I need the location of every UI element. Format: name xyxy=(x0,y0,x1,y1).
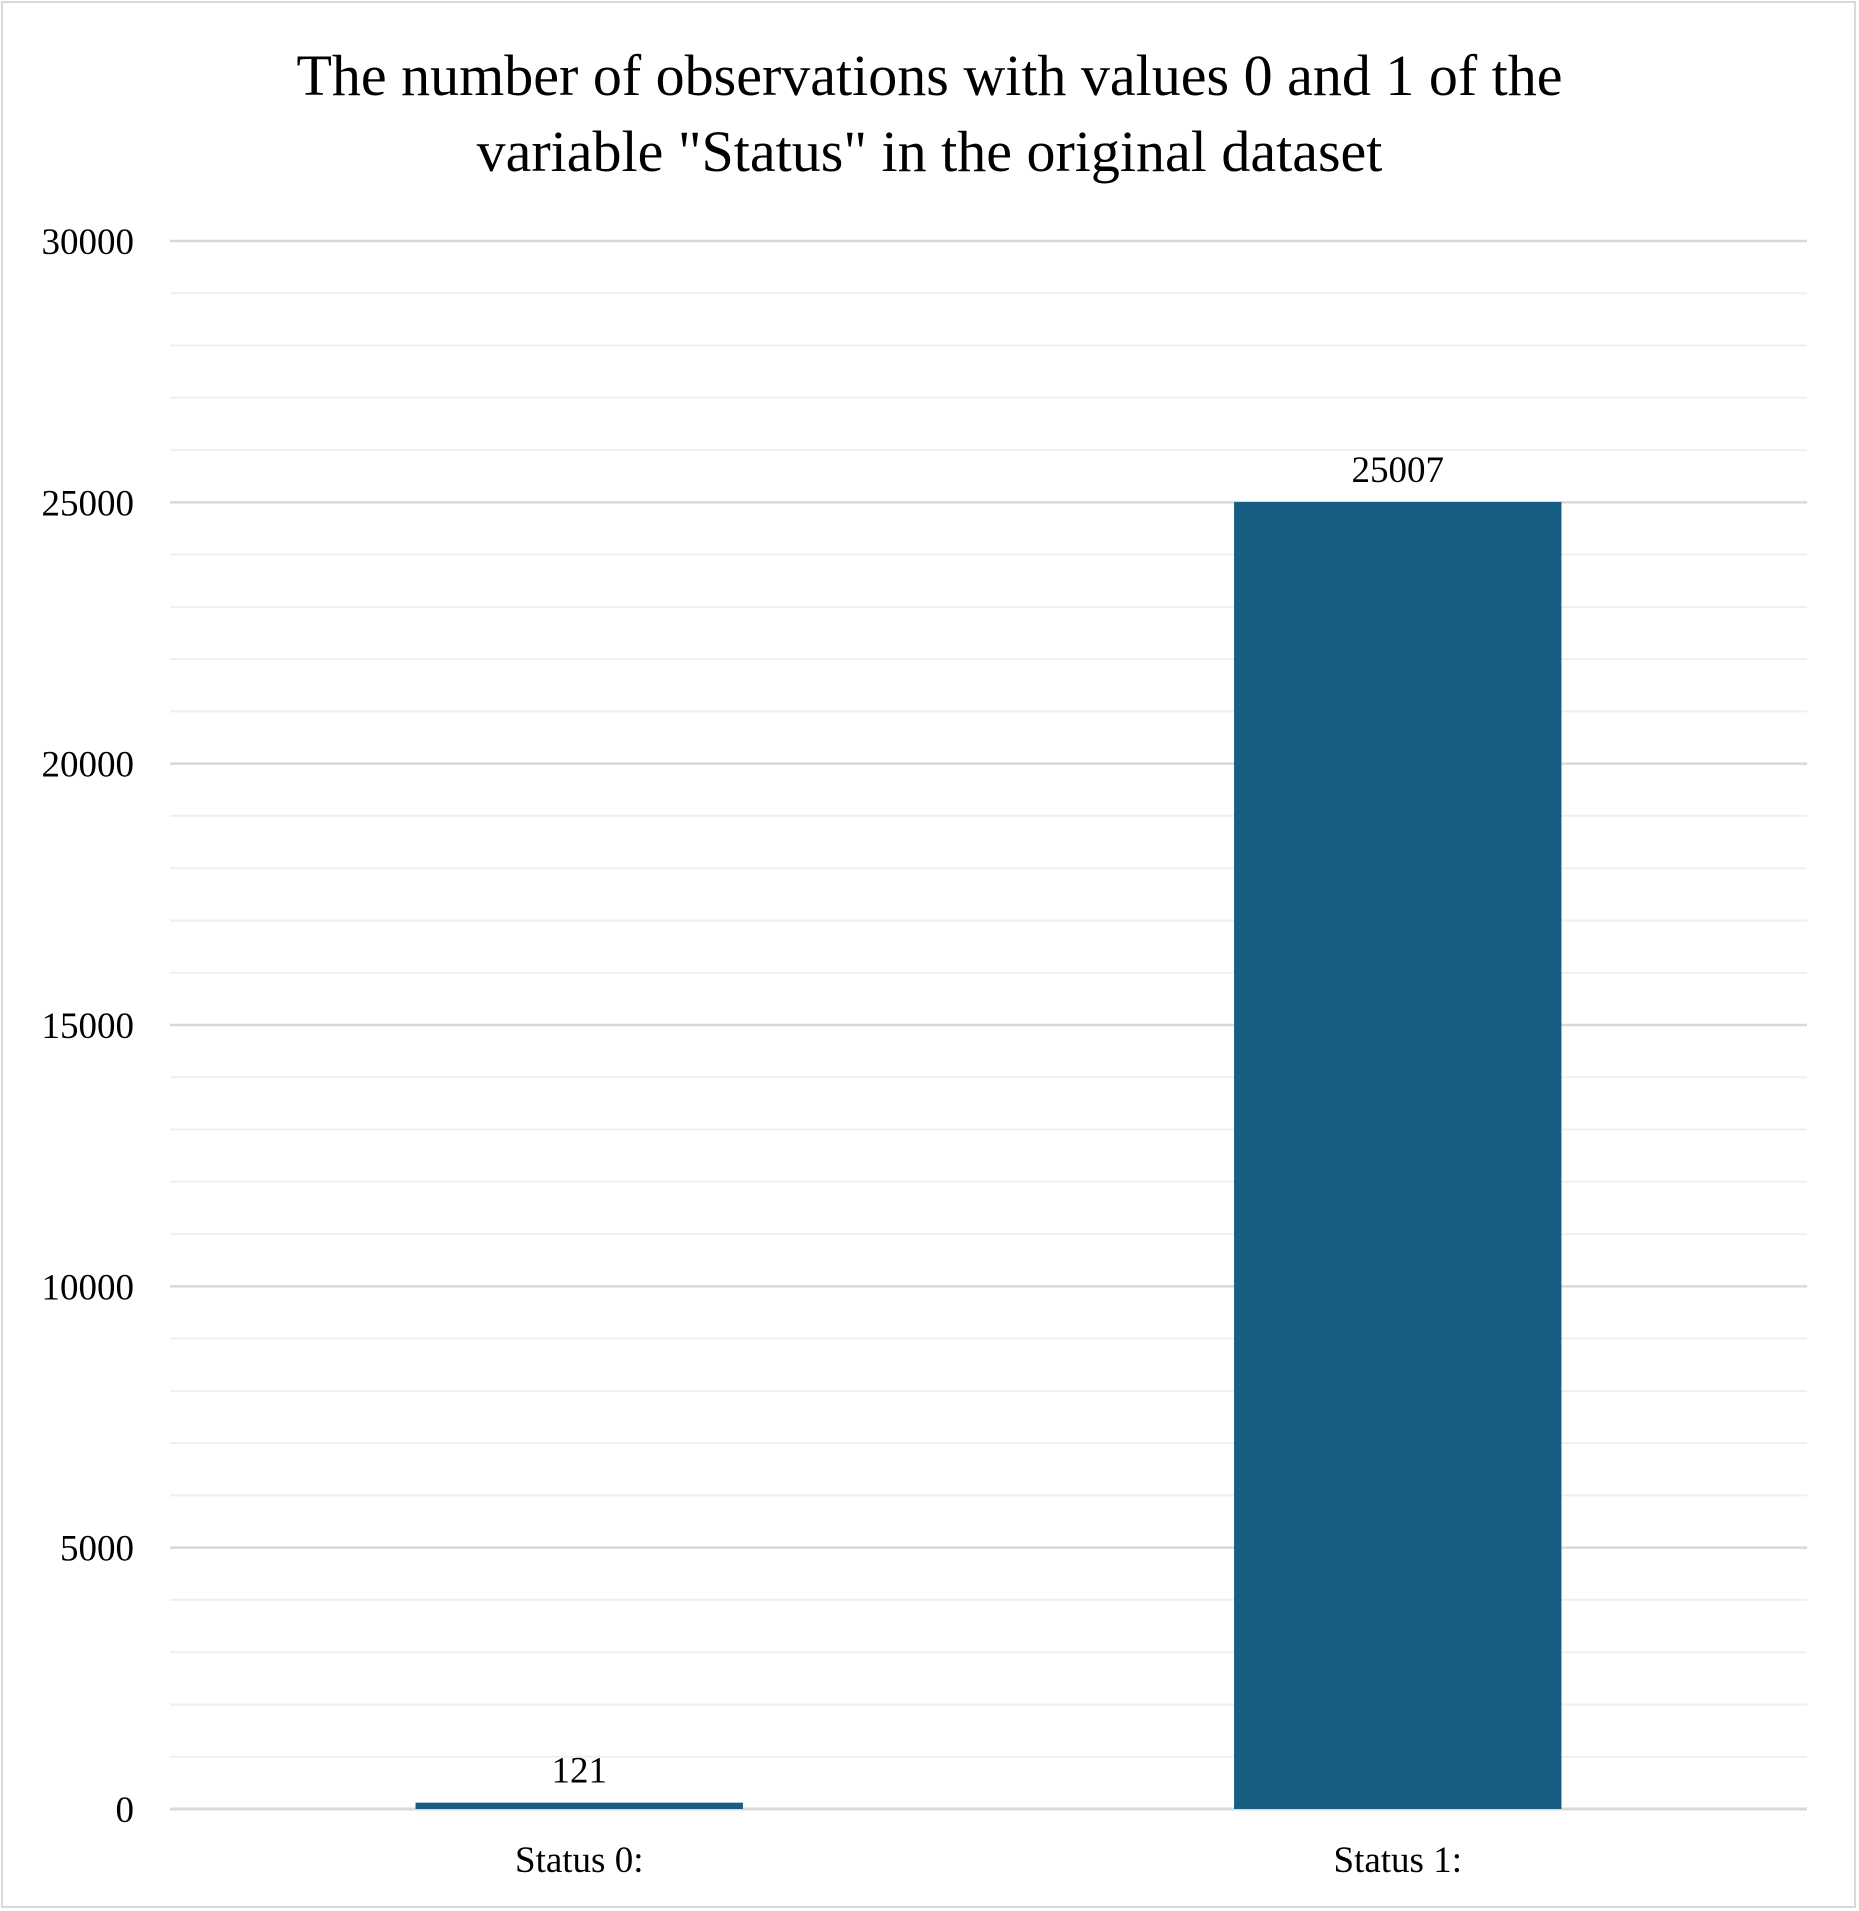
bars-layer xyxy=(415,501,1562,1809)
chart-title-line-1: The number of observations with values 0… xyxy=(296,43,1563,108)
data-label: 121 xyxy=(552,1751,608,1792)
x-tick-label: Status 1: xyxy=(1334,1840,1463,1881)
y-tick-label: 15000 xyxy=(42,1006,135,1047)
x-tick-labels: Status 0: Status 1: xyxy=(515,1840,1462,1881)
y-tick-label: 10000 xyxy=(42,1267,135,1308)
y-tick-label: 5000 xyxy=(60,1529,134,1570)
data-label: 25007 xyxy=(1352,450,1445,491)
y-tick-label: 30000 xyxy=(42,222,135,263)
bar xyxy=(415,1802,743,1809)
y-tick-label: 20000 xyxy=(42,745,135,786)
x-tick-label: Status 0: xyxy=(515,1840,644,1881)
data-labels: 121 25007 xyxy=(552,450,1445,1792)
chart-title: The number of observations with values 0… xyxy=(0,38,1859,190)
y-tick-label: 25000 xyxy=(42,483,135,524)
bar xyxy=(1234,501,1562,1809)
y-tick-label: 0 xyxy=(116,1790,135,1831)
chart-title-line-2: variable "Status" in the original datase… xyxy=(476,119,1383,184)
y-tick-labels: 0 5000 10000 15000 20000 25000 30000 xyxy=(42,222,135,1831)
